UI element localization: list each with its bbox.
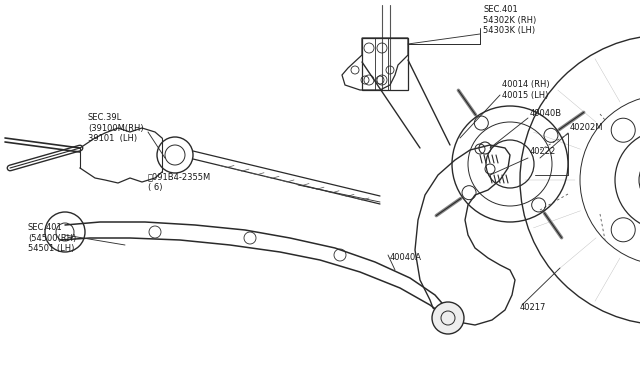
Circle shape: [432, 302, 464, 334]
Bar: [362, 38, 408, 90]
Text: SEC.401
(54500(RH)
54501 (LH): SEC.401 (54500(RH) 54501 (LH): [28, 223, 76, 253]
Text: 40040A: 40040A: [390, 253, 422, 263]
Text: 40040B: 40040B: [530, 109, 562, 119]
Text: 40014 (RH)
40015 (LH): 40014 (RH) 40015 (LH): [502, 80, 550, 100]
Text: 40202M: 40202M: [570, 124, 604, 132]
Text: 40217: 40217: [520, 304, 547, 312]
Text: SEC.39L
(39100M(RH)
39101  (LH): SEC.39L (39100M(RH) 39101 (LH): [88, 113, 143, 143]
Text: 40222: 40222: [530, 148, 556, 157]
Text: ⒱091B4-2355M
( 6): ⒱091B4-2355M ( 6): [148, 172, 211, 192]
Text: SEC.401
54302K (RH)
54303K (LH): SEC.401 54302K (RH) 54303K (LH): [483, 5, 536, 35]
